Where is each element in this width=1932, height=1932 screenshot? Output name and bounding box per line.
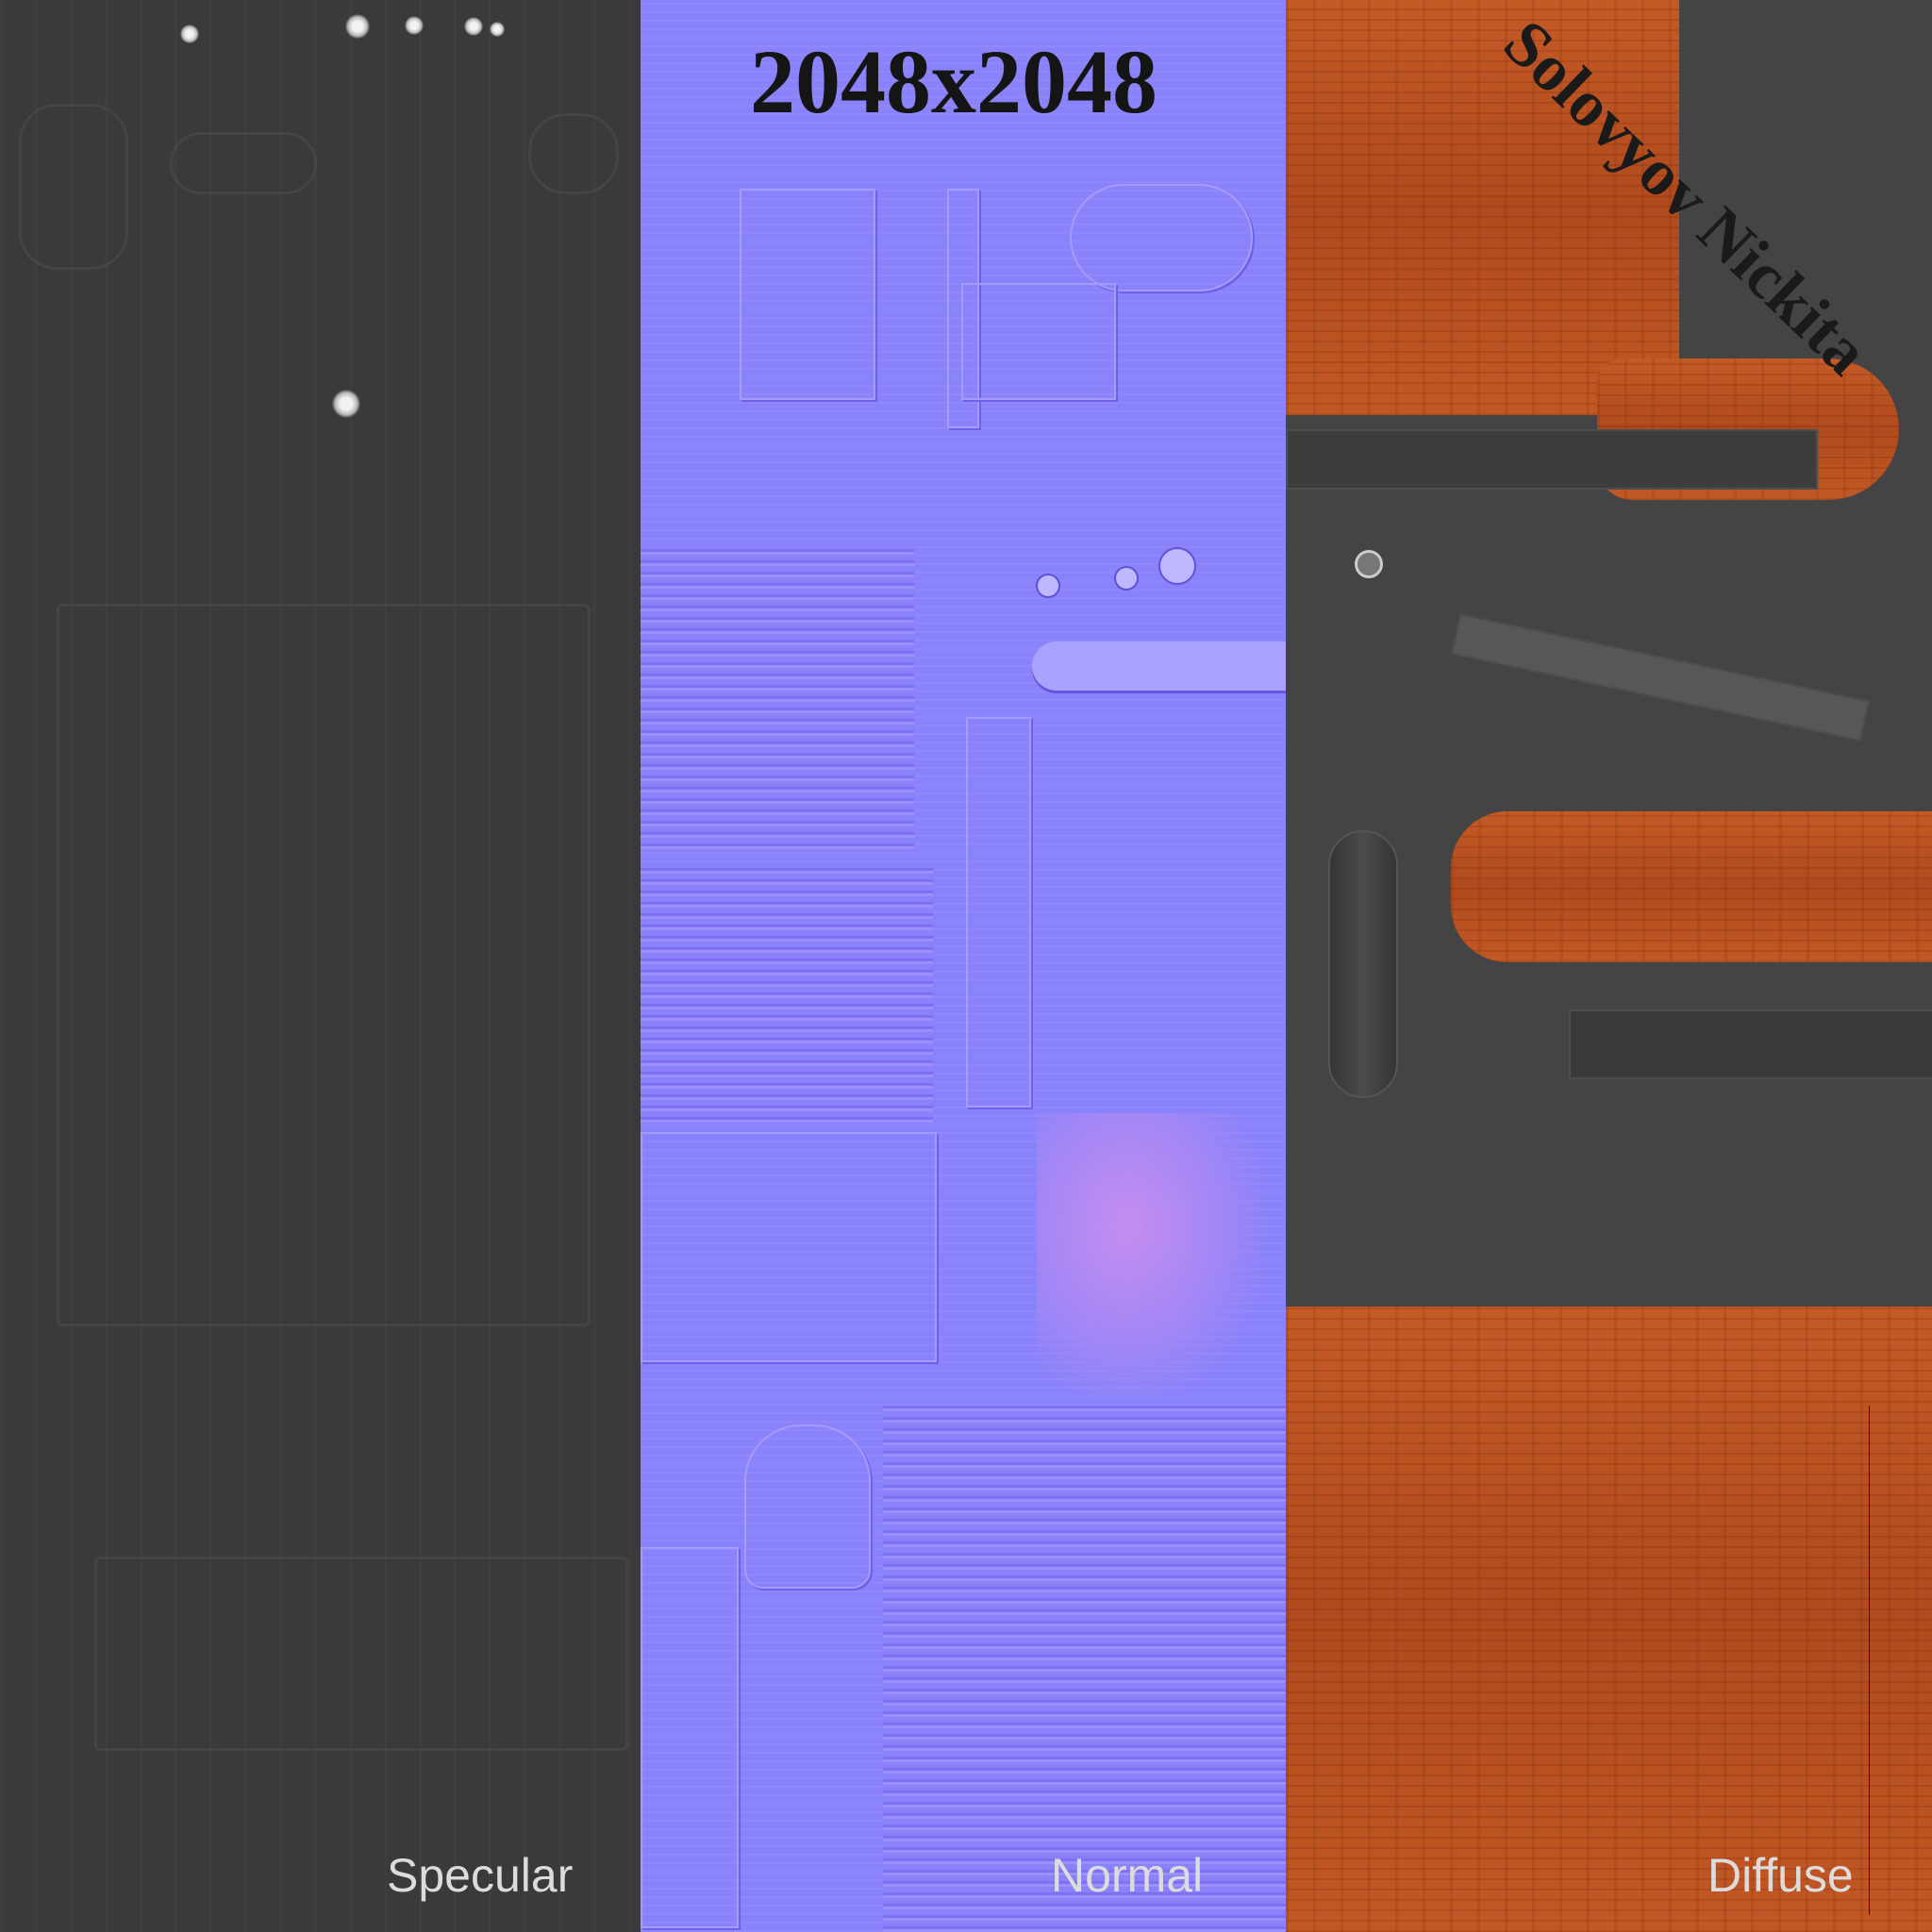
diffuse-wood-forend [1451,811,1932,962]
specular-detail-outline [94,1557,628,1751]
resolution-title: 2048x2048 [750,31,1158,132]
normal-wood-grain [883,1406,1286,1932]
diffuse-metal-part [1286,429,1818,490]
normal-barrel-relief [1032,641,1286,691]
normal-detail-outline [641,1547,739,1928]
specular-detail-outline [19,104,128,270]
specular-detail-outline [170,132,317,194]
diffuse-barrel [1451,613,1870,741]
normal-label: Normal [1051,1849,1204,1902]
normal-screw [1158,547,1196,585]
normal-screw [1114,566,1139,591]
diffuse-map-panel [1286,0,1932,1932]
normal-detail-outline [961,283,1116,400]
specular-detail-outline [528,113,619,194]
specular-label: Specular [387,1849,574,1902]
normal-detail-outline [744,1424,871,1589]
normal-detail-outline [947,189,979,428]
diffuse-wood-stock [1286,0,1679,415]
normal-detail-outline [1070,184,1253,291]
specular-detail-outline [57,604,591,1326]
normal-wood-grain [641,868,933,1123]
diffuse-screw [1355,550,1383,578]
specular-screw-highlight [332,390,360,418]
normal-detail-outline [641,1132,937,1362]
normal-screw [1036,574,1060,598]
normal-grip-relief [1037,1113,1263,1396]
specular-screw-highlight [490,22,505,37]
normal-detail-outline [966,717,1031,1108]
normal-detail-outline [740,189,875,400]
diffuse-metal-part [1569,1009,1932,1079]
diffuse-seam-line [1869,1406,1870,1915]
diffuse-grip [1328,830,1398,1098]
specular-screw-highlight [345,14,370,39]
specular-map-panel [0,0,641,1932]
specular-screw-highlight [405,16,424,35]
specular-screw-highlight [180,25,199,43]
normal-wood-grain [641,547,914,849]
normal-map-panel [641,0,1286,1932]
diffuse-label: Diffuse [1707,1849,1854,1902]
specular-screw-highlight [464,17,483,36]
diffuse-wood-buttstock [1286,1307,1932,1932]
